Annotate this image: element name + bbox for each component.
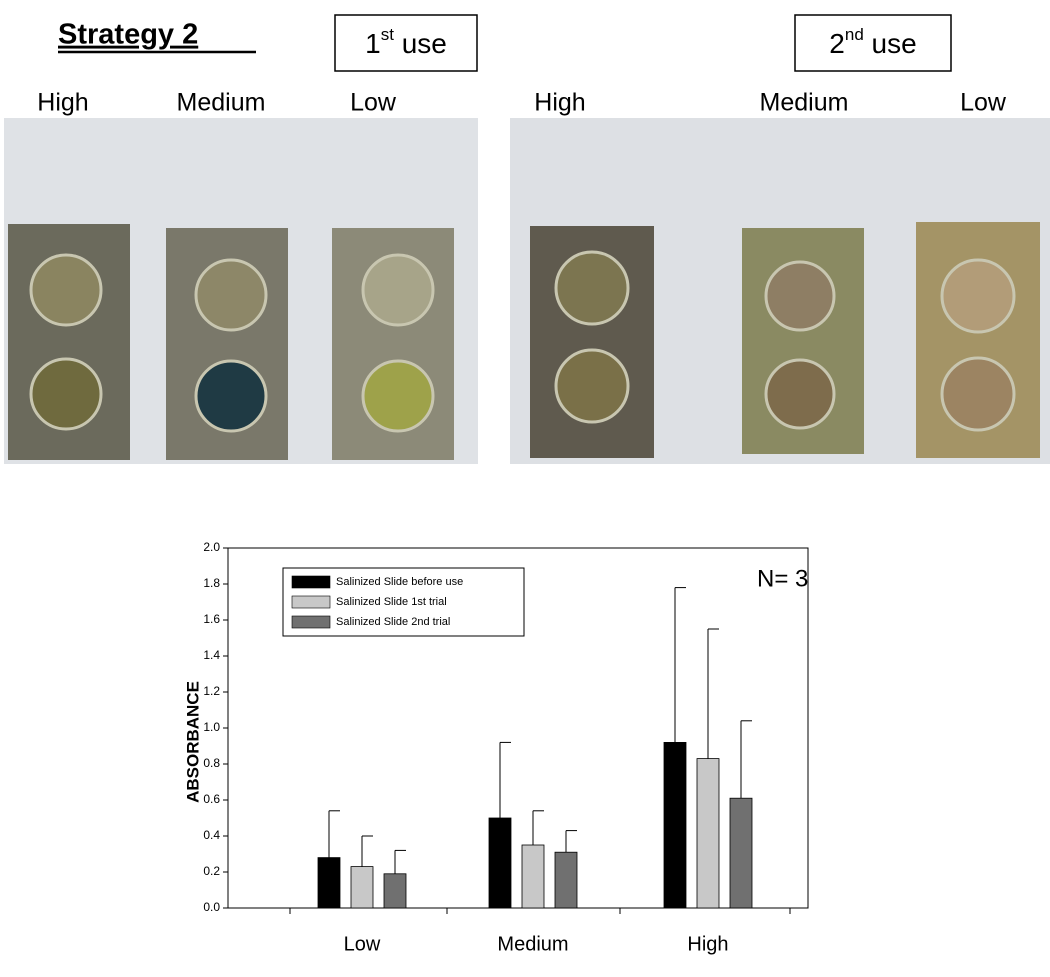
y-tick-label: 0.6 [203, 792, 220, 806]
legend-swatch [291, 595, 331, 609]
bar [317, 857, 341, 909]
y-axis-label: ABSORBANCE [183, 681, 202, 803]
y-tick-label: 0.4 [203, 828, 220, 842]
photo [4, 118, 478, 464]
label-part: 2 [829, 28, 845, 59]
column-label: High [37, 89, 88, 117]
y-tick-label: 2.0 [203, 540, 220, 554]
bar [488, 817, 512, 909]
legend-label: Salinized Slide before use [336, 576, 463, 588]
label-part: 1 [365, 28, 381, 59]
panel-label-box [334, 14, 478, 72]
legend: Salinized Slide before use Salinized Slid… [282, 567, 525, 637]
bar [696, 758, 720, 909]
y-tick-label: 0.0 [203, 900, 220, 914]
bar [383, 873, 407, 909]
photo [510, 118, 1050, 464]
bar [729, 797, 753, 909]
x-tick-label: Low [344, 933, 381, 955]
figure-title: Strategy 2 [58, 19, 198, 51]
bar [554, 851, 578, 909]
y-tick-label: 1.0 [203, 720, 220, 734]
panel-label: 2nd use [829, 25, 916, 59]
annotation: N= 3 [757, 565, 808, 592]
y-tick-label: 0.2 [203, 864, 220, 878]
column-label: High [534, 89, 585, 117]
label-sup: st [381, 25, 395, 44]
legend-label: Salinized Slide 1st trial [336, 596, 447, 608]
y-tick-label: 0.8 [203, 756, 220, 770]
bar [521, 844, 545, 909]
bar [663, 742, 687, 909]
column-label: Medium [177, 89, 266, 117]
column-label: Low [350, 89, 397, 117]
label-sup: nd [845, 25, 864, 44]
y-tick-label: 1.8 [203, 576, 220, 590]
column-label: Medium [760, 89, 849, 117]
bar [350, 866, 374, 909]
legend-swatch [291, 575, 331, 589]
panel-label: 1st use [365, 25, 447, 59]
y-tick-label: 1.4 [203, 648, 220, 662]
legend-swatch [291, 615, 331, 629]
x-tick-label: High [687, 933, 728, 955]
column-label: Low [960, 89, 1007, 117]
legend-label: Salinized Slide 2nd trial [336, 616, 450, 628]
label-part: use [864, 28, 917, 59]
label-part: use [394, 28, 447, 59]
y-tick-label: 1.6 [203, 612, 220, 626]
panel-label-box [794, 14, 952, 72]
x-tick-label: Medium [497, 933, 568, 955]
y-tick-label: 1.2 [203, 684, 220, 698]
